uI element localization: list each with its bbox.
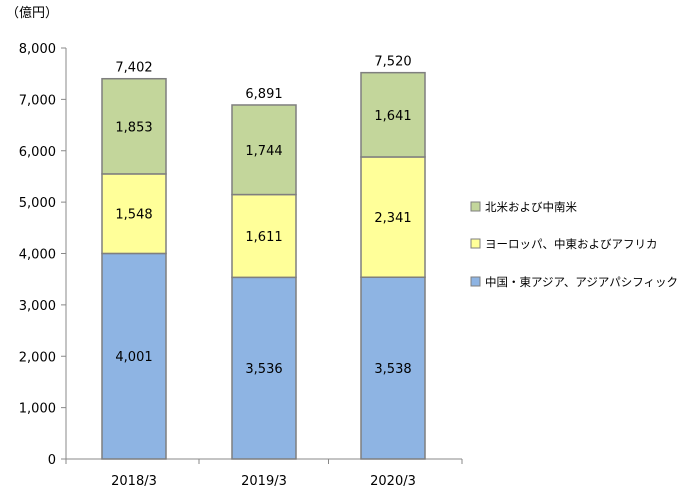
segment-value-label: 1,641	[374, 109, 411, 124]
y-tick-label: 0	[48, 453, 56, 468]
legend-swatch	[470, 276, 481, 287]
segment-value-label: 3,536	[245, 362, 282, 377]
bar-segment	[360, 71, 426, 158]
y-tick-label: 7,000	[19, 93, 56, 108]
y-tick-label: 4,000	[19, 248, 56, 263]
segment-value-label: 3,538	[374, 362, 411, 377]
y-tick-label: 8,000	[19, 42, 56, 57]
total-label: 7,520	[374, 55, 411, 70]
axes: 0 1,000 2,000 3,000 4,000 5,000 6,000 7,000 8,00…	[19, 42, 463, 489]
bars	[101, 71, 426, 460]
bar-segment	[101, 77, 167, 175]
total-label: 6,891	[245, 87, 282, 102]
legend-label: 北米および中南米	[485, 200, 577, 214]
segment-value-label: 2,341	[374, 211, 411, 226]
y-tick-label: 2,000	[19, 350, 56, 365]
value-labels: 4,001 1,548 1,853 7,402 3,536 1,611 1,744 6,891…	[115, 55, 411, 378]
segment-value-label: 1,744	[245, 144, 282, 159]
segment-value-label: 4,001	[115, 350, 152, 365]
y-tick-label: 6,000	[19, 145, 56, 160]
segment-value-label: 1,548	[115, 208, 152, 223]
bar-segment	[101, 173, 167, 255]
unit-label: （億円）	[6, 5, 58, 21]
bar-segment	[360, 156, 426, 278]
segment-value-label: 1,611	[245, 230, 282, 245]
y-tick-label: 1,000	[19, 402, 56, 417]
legend-swatch	[470, 238, 481, 249]
bar-segment	[231, 104, 297, 196]
x-tick-label: 2018/3	[111, 474, 157, 489]
y-tick-label: 5,000	[19, 196, 56, 211]
bar-segment	[360, 276, 426, 460]
legend-swatch	[470, 201, 481, 212]
total-label: 7,402	[115, 61, 152, 76]
bar-segment	[101, 252, 167, 460]
bar-segment	[231, 193, 297, 279]
x-tick-label: 2019/3	[241, 474, 287, 489]
legend-label: ヨーロッパ、中東およびアフリカ	[485, 237, 658, 251]
x-tick-label: 2020/3	[370, 474, 416, 489]
legend-label: 中国・東アジア、アジアパシフィック	[485, 275, 678, 289]
y-tick-label: 3,000	[19, 299, 56, 314]
segment-value-label: 1,853	[115, 120, 152, 135]
